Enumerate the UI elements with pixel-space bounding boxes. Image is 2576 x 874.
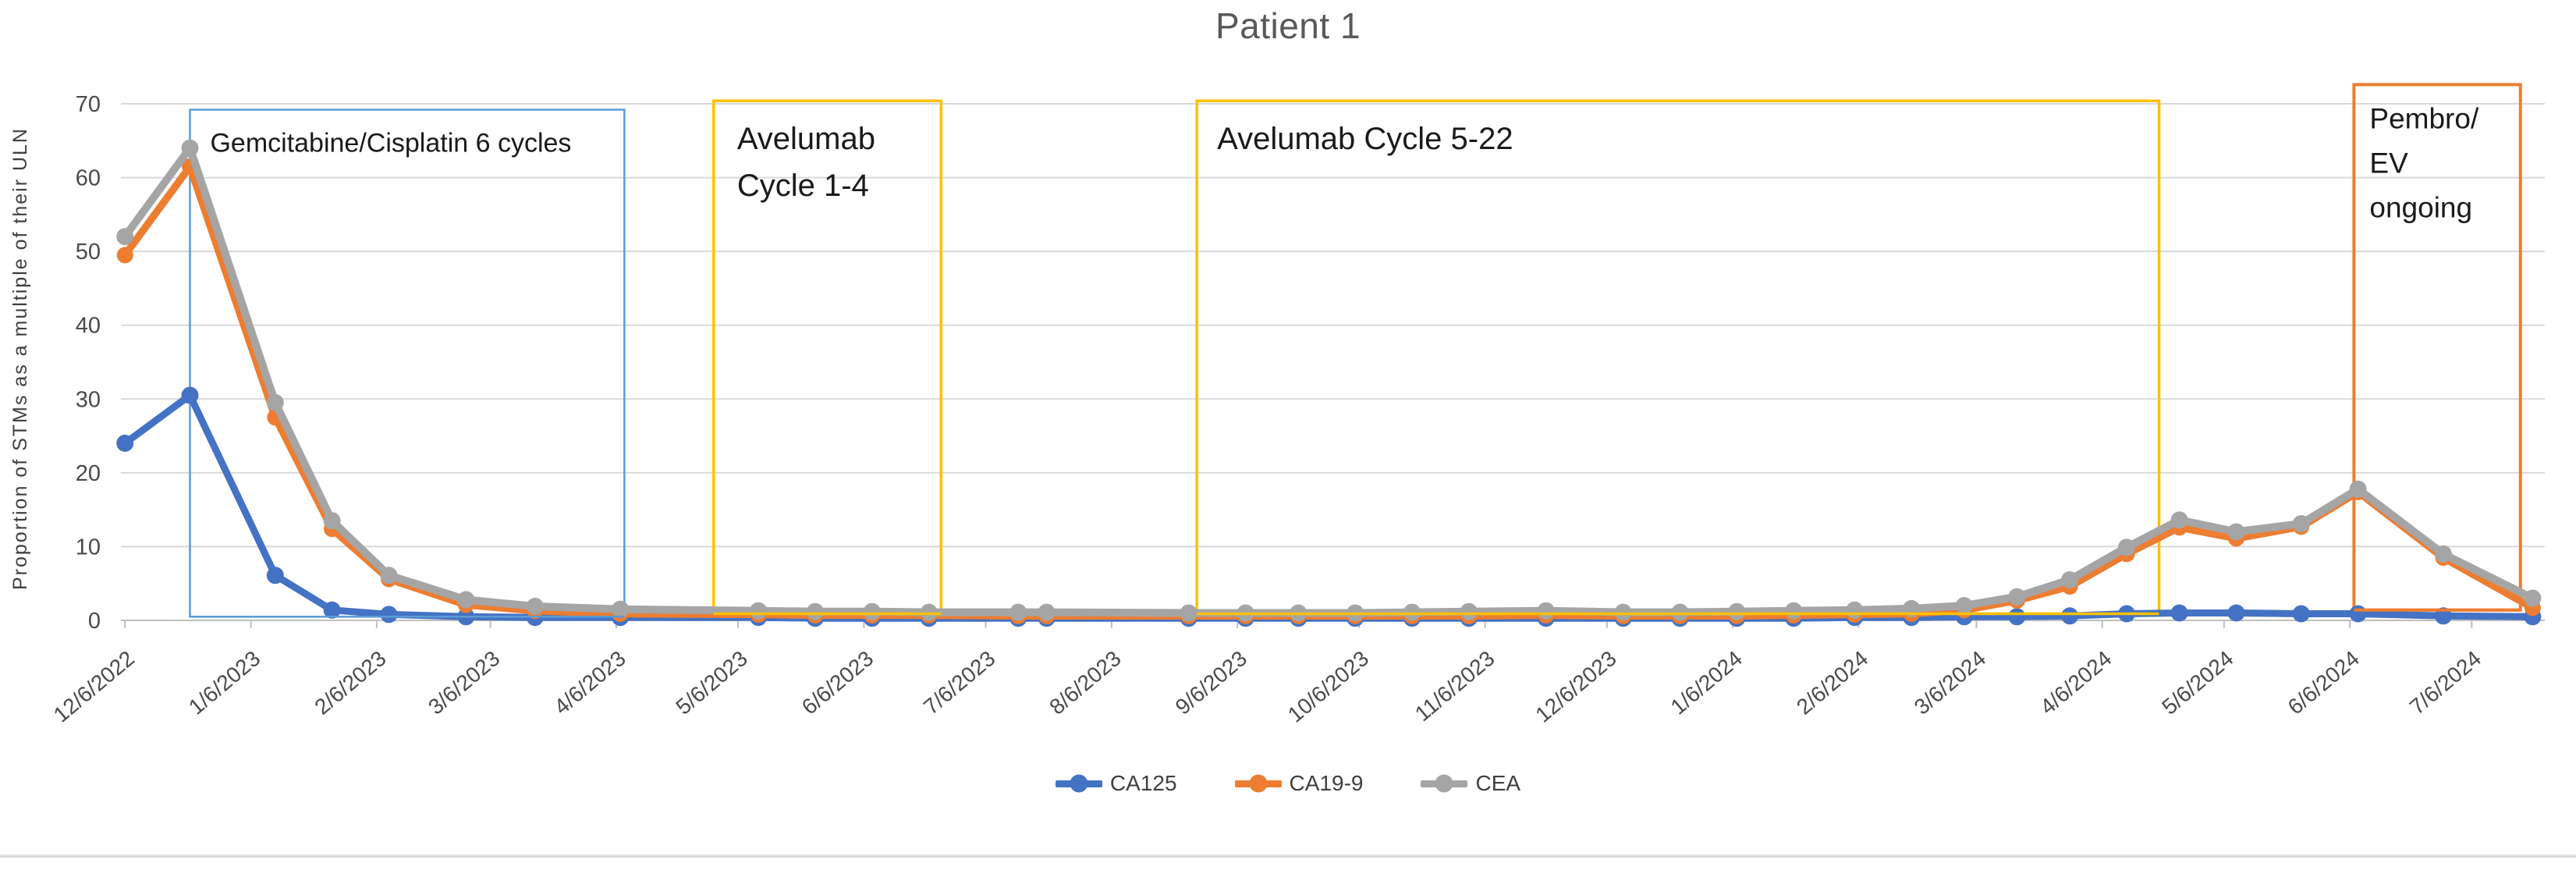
y-tick-label: 20 — [76, 461, 101, 486]
x-tick-label: 3/6/2023 — [424, 646, 504, 719]
data-point-CEA — [1180, 604, 1198, 622]
x-tick-label: 2/6/2023 — [310, 646, 390, 719]
x-tick-label: 11/6/2023 — [1410, 646, 1499, 726]
x-tick-label: 1/6/2024 — [1666, 646, 1747, 719]
legend-item-ca125: CA125 — [1055, 771, 1177, 796]
data-point-CEA — [457, 591, 475, 609]
x-tick-label: 6/6/2024 — [2283, 646, 2364, 719]
x-tick-label: 10/6/2023 — [1283, 646, 1373, 727]
bottom-divider — [0, 855, 2576, 858]
ca19-9-series-marker-icon — [1234, 774, 1282, 793]
x-tick-label: 8/6/2023 — [1045, 646, 1125, 719]
data-point-CA125 — [266, 567, 284, 584]
data-point-CEA — [1955, 597, 1973, 615]
y-tick-label: 0 — [88, 609, 101, 634]
data-point-CA19-9 — [116, 247, 133, 264]
legend-item-ca19-9: CA19-9 — [1234, 771, 1364, 796]
data-point-CEA — [1728, 602, 1746, 620]
data-point-CEA — [1785, 602, 1803, 620]
data-point-CA125 — [2434, 607, 2452, 625]
treatment-label-gemcitabine-cisplatin: Gemcitabine/Cisplatin 6 cycles — [210, 129, 571, 158]
data-point-CEA — [920, 603, 938, 621]
y-tick-label: 30 — [76, 387, 101, 412]
x-tick-label: 3/6/2024 — [1910, 646, 1990, 719]
data-point-CEA — [2170, 511, 2188, 529]
x-tick-label: 1/6/2023 — [184, 646, 264, 719]
series-line-CEA — [121, 144, 2537, 617]
data-point-CEA — [1671, 603, 1689, 621]
data-point-CEA — [750, 602, 768, 620]
data-point-CEA — [2118, 538, 2135, 556]
data-point-CA125 — [181, 386, 199, 404]
y-tick-label: 60 — [76, 166, 101, 191]
data-point-CEA — [181, 139, 199, 157]
data-point-CEA — [2061, 571, 2079, 588]
data-point-CEA — [2292, 515, 2310, 533]
data-point-CEA — [2524, 589, 2542, 607]
x-tick-label: 12/6/2022 — [49, 646, 139, 727]
treatment-label-pembro-ev-ongoing: Pembro/EV ongoing — [2369, 102, 2479, 223]
data-point-CA125 — [380, 606, 398, 624]
data-point-CA125 — [2008, 608, 2026, 626]
x-tick-label: 7/6/2023 — [919, 646, 999, 719]
data-point-CA125 — [2292, 605, 2310, 623]
x-tick-label: 6/6/2023 — [797, 646, 878, 719]
data-point-CEA — [1614, 603, 1632, 621]
cea-series-marker-icon — [1421, 774, 1468, 793]
x-tick-label: 12/6/2023 — [1531, 646, 1620, 727]
legend-label-ca125: CA125 — [1109, 771, 1177, 795]
y-tick-label: 50 — [76, 240, 101, 265]
y-tick-label: 70 — [76, 92, 101, 117]
legend-label-ca19-9: CA19-9 — [1289, 771, 1364, 795]
data-point-CA125 — [2061, 607, 2079, 625]
x-tick-label: 4/6/2024 — [2035, 646, 2116, 719]
data-point-CA125 — [2170, 604, 2188, 622]
data-point-CEA — [2349, 480, 2367, 498]
data-point-CEA — [1009, 603, 1027, 621]
legend-label-cea: CEA — [1475, 771, 1521, 795]
x-tick-label: 7/6/2024 — [2405, 646, 2486, 719]
data-point-CEA — [612, 600, 630, 618]
x-tick-label: 9/6/2023 — [1171, 646, 1251, 719]
legend: CA125 CA19-9 CEA — [0, 771, 2576, 796]
data-point-CEA — [1038, 603, 1056, 621]
data-point-CA125 — [2349, 605, 2367, 623]
data-point-CEA — [380, 567, 398, 584]
data-point-CEA — [1403, 603, 1421, 621]
ca125-series-marker-icon — [1055, 774, 1102, 793]
data-point-CEA — [1460, 602, 1478, 620]
page-title: Patient 1 — [1215, 5, 1361, 46]
data-point-CEA — [116, 228, 134, 246]
x-tick-label: 4/6/2023 — [549, 646, 630, 719]
data-point-CA125 — [323, 601, 341, 619]
series-line-CA125 — [121, 392, 2536, 622]
data-point-CA125 — [2227, 604, 2245, 622]
legend-item-cea: CEA — [1421, 771, 1520, 796]
data-point-CEA — [323, 512, 341, 530]
x-tick-label: 5/6/2024 — [2157, 646, 2237, 719]
data-point-CEA — [806, 602, 824, 620]
data-point-CEA — [266, 394, 284, 411]
data-point-CEA — [2008, 588, 2026, 606]
series-line-CA19-9 — [121, 162, 2537, 620]
data-point-CEA — [2227, 523, 2245, 541]
x-tick-label: 2/6/2024 — [1792, 646, 1872, 719]
data-point-CEA — [1537, 602, 1555, 620]
data-point-CEA — [863, 602, 881, 620]
data-point-CA125 — [116, 435, 134, 452]
data-point-CEA — [526, 598, 544, 615]
x-tick-label: 5/6/2023 — [671, 646, 751, 719]
y-tick-label: 10 — [76, 535, 101, 560]
data-point-CEA — [2434, 545, 2452, 563]
y-tick-label: 40 — [76, 314, 101, 339]
treatment-label-avelumab-cycle-1-4: Avelumab Cycle 1-4 — [737, 122, 875, 203]
treatment-label-avelumab-cycle-5-22: Avelumab Cycle 5-22 — [1217, 122, 1513, 156]
data-point-CEA — [1846, 601, 1864, 619]
